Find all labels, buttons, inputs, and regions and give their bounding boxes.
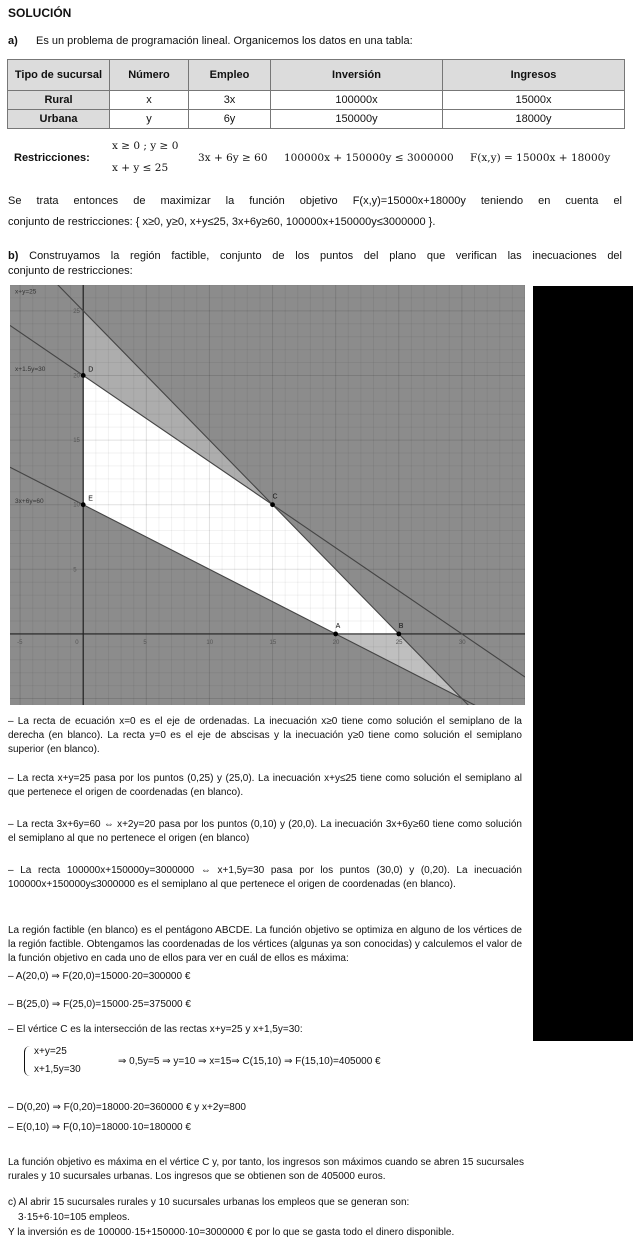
vertex-point xyxy=(396,631,402,637)
table-cell: 150000y xyxy=(270,109,443,129)
part-b-intro: Construyamos la región factible, conjunt… xyxy=(29,250,622,262)
solution-heading: SOLUCIÓN xyxy=(8,6,72,20)
y-tick-label: 20 xyxy=(73,373,80,379)
system-eq1: x+y=25 xyxy=(34,1046,67,1057)
vertex-label: D xyxy=(88,366,93,373)
restriction-sum: x + y ≤ 25 xyxy=(112,162,169,174)
region-dark-left xyxy=(10,285,84,705)
part-b-intro-cont: conjunto de restricciones: xyxy=(8,265,133,277)
vertex-point xyxy=(270,502,275,508)
eval-b: – B(25,0) ⇒ F(25,0)=15000·25=375000 € xyxy=(8,999,191,1010)
table-cell: 15000x xyxy=(442,90,625,110)
table-row: Urbana y 6y 150000y 18000y xyxy=(7,109,625,129)
region-text: La región factible (en blanco) es el pen… xyxy=(8,925,522,964)
restriction-nonneg: x ≥ 0 ; y ≥ 0 xyxy=(112,140,179,152)
region-dark-low xyxy=(10,467,525,705)
table-header-row: Tipo de sucursal Número Empleo Inversión… xyxy=(7,59,625,91)
table-header: Inversión xyxy=(270,59,443,91)
vertex-label: B xyxy=(399,623,404,630)
y-tick-label: 15 xyxy=(73,438,80,444)
table-cell: 100000x xyxy=(270,90,443,110)
table-cell: 18000y xyxy=(442,109,625,129)
table-header: Número xyxy=(109,59,189,91)
restrictions-set: conjunto de restricciones: { x≥0, y≥0, x… xyxy=(8,216,436,228)
eval-a: – A(20,0) ⇒ F(20,0)=15000·20=300000 € xyxy=(8,971,191,982)
bullet-line-investment: – La recta 100000x+150000y=3000000 ⇔ x+1… xyxy=(8,865,522,890)
table-cell: x xyxy=(109,90,189,110)
system-eq2: x+1,5y=30 xyxy=(34,1064,81,1075)
part-b-text: b) Construyamos la región factible, conj… xyxy=(8,249,622,264)
line-label: x+1.5y=30 xyxy=(15,366,46,373)
vertex-point xyxy=(80,502,86,508)
line-x-plus-y xyxy=(57,285,469,705)
feasible-region-graph: -5 0 5 10 15 20 25 30 25 20 15 10 5 x+y=25 x+1.5y=30 3x… xyxy=(10,285,525,705)
region-dark-invest xyxy=(10,285,525,677)
y-tick-label: 25 xyxy=(73,309,80,315)
x-tick-label: 30 xyxy=(459,640,466,646)
x-tick-label: 20 xyxy=(333,640,340,646)
y-tick-label: 5 xyxy=(73,567,77,573)
part-c-line2: 3·15+6·10=105 empleos. xyxy=(18,1212,130,1223)
system-brace xyxy=(24,1046,33,1076)
table-cell: y xyxy=(109,109,189,129)
x-tick-label: 15 xyxy=(270,640,277,646)
feasible-region xyxy=(83,375,399,634)
x-tick-label: 5 xyxy=(143,640,147,646)
line-label: x+y=25 xyxy=(15,288,37,295)
table-cell: 6y xyxy=(188,109,271,129)
vertex-label: E xyxy=(88,496,93,503)
conclusion-text: La función objetivo es máxima en el vért… xyxy=(8,1157,524,1182)
eval-e: – E(0,10) ⇒ F(0,10)=18000·10=180000 € xyxy=(8,1122,191,1133)
part-a-intro: Es un problema de programación lineal. O… xyxy=(36,35,413,47)
part-c-line1: c) Al abrir 15 sucursales rurales y 10 s… xyxy=(8,1197,410,1208)
x-tick-label: -5 xyxy=(17,640,23,646)
eval-d: – D(0,20) ⇒ F(0,20)=18000·20=360000 € y … xyxy=(8,1102,246,1113)
bullet-axes: – La recta de ecuación x=0 es el eje de … xyxy=(8,716,522,755)
system-result: ⇒ 0,5y=5 ⇒ y=10 ⇒ x=15⇒ C(15,10) ⇒ F(15,… xyxy=(118,1056,381,1067)
table-cell: Urbana xyxy=(7,109,110,129)
vertex-label: A xyxy=(336,623,341,630)
table-cell: Rural xyxy=(7,90,110,110)
bullet-line-sum: – La recta x+y=25 pasa por los puntos (0… xyxy=(8,773,522,798)
bullet-line-employment: – La recta 3x+6y=60 ⇔ x+2y=20 pasa por l… xyxy=(8,819,522,844)
table-header: Empleo xyxy=(188,59,271,91)
restriction-investment: 100000x + 150000y ≤ 3000000 xyxy=(284,152,454,164)
part-a-label: a) xyxy=(8,35,18,47)
line-employment xyxy=(10,466,476,705)
black-margin-bar xyxy=(533,286,633,1041)
vertex-point xyxy=(80,373,86,378)
table-row: Rural x 3x 100000x 15000x xyxy=(7,90,625,110)
table-header: Tipo de sucursal xyxy=(7,59,110,91)
maximize-text: Se trata entonces de maximizar la funció… xyxy=(8,195,622,207)
data-table: Tipo de sucursal Número Empleo Inversión… xyxy=(7,59,625,129)
line-label: 3x+6y=60 xyxy=(15,498,44,505)
part-b-label: b) xyxy=(8,250,19,262)
objective-function: F(x,y) = 15000x + 18000y xyxy=(470,152,611,164)
part-c-line3: Y la inversión es de 100000·15+150000·10… xyxy=(8,1227,455,1238)
x-tick-label: 10 xyxy=(206,640,213,646)
eval-c-intro: – El vértice C es la intersección de las… xyxy=(8,1024,303,1035)
x-tick-label: 0 xyxy=(75,640,79,646)
vertex-point xyxy=(333,631,339,637)
x-tick-label: 25 xyxy=(396,640,403,646)
restriction-employment: 3x + 6y ≥ 60 xyxy=(198,152,268,164)
vertex-label: C xyxy=(273,494,278,501)
restrictions-label: Restricciones: xyxy=(14,152,90,164)
line-investment xyxy=(10,325,525,678)
table-cell: 3x xyxy=(188,90,271,110)
y-tick-label: 10 xyxy=(73,503,80,509)
table-header: Ingresos xyxy=(442,59,625,91)
